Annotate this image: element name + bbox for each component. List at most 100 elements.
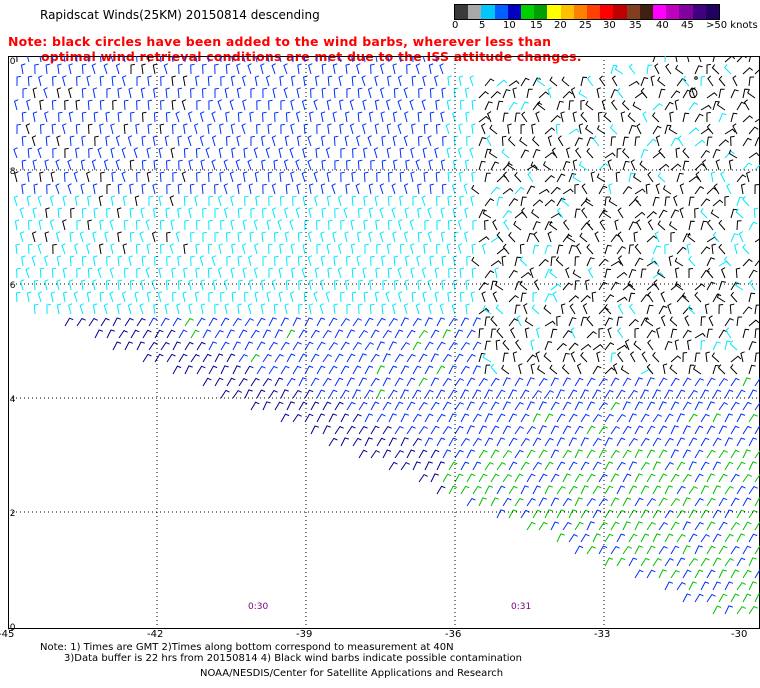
wind-barb <box>503 219 510 231</box>
wind-barb <box>724 389 734 399</box>
wind-barb <box>628 124 637 135</box>
wind-barb <box>242 219 248 231</box>
wind-barb <box>513 220 522 231</box>
wind-barb <box>129 207 135 219</box>
wind-barb <box>303 123 309 135</box>
wind-barb <box>496 389 506 399</box>
wind-barb <box>356 63 361 75</box>
wind-barb <box>271 279 277 291</box>
wind-barb <box>334 329 344 339</box>
wind-barb <box>117 279 123 291</box>
wind-barb <box>688 255 696 267</box>
wind-barb <box>374 195 379 207</box>
wind-barb <box>430 449 440 459</box>
wind-barb <box>106 87 111 99</box>
wind-barb <box>446 147 451 159</box>
wind-barb <box>460 461 470 471</box>
wind-barb <box>538 377 548 387</box>
wind-barb <box>129 231 135 243</box>
wind-barb <box>658 497 668 507</box>
wind-barb <box>688 364 695 375</box>
wind-barb <box>502 210 513 219</box>
wind-barb <box>682 401 692 411</box>
wind-barb <box>748 279 756 291</box>
wind-barb <box>285 279 291 291</box>
wind-barb <box>711 243 717 255</box>
wind-barb <box>410 243 415 255</box>
wind-barb <box>736 220 742 231</box>
wind-barb <box>244 365 254 375</box>
wind-barb <box>732 123 738 135</box>
wind-barb <box>430 329 440 339</box>
wind-barb <box>151 279 156 291</box>
wind-barb <box>386 99 391 111</box>
wind-barb <box>674 267 680 279</box>
wind-barb <box>403 231 409 243</box>
wind-barb <box>532 292 538 303</box>
wind-barb <box>735 267 741 279</box>
wind-barb <box>211 255 216 267</box>
wind-barb <box>471 123 476 135</box>
wind-barb <box>562 401 572 411</box>
wind-barb <box>87 123 93 135</box>
wind-barb <box>724 533 734 543</box>
wind-barb <box>34 63 39 75</box>
wind-barb <box>482 209 492 219</box>
wind-barb <box>386 243 392 255</box>
wind-barb <box>435 99 440 111</box>
wind-barb <box>610 136 616 147</box>
wind-barb <box>717 364 726 375</box>
wind-barb <box>580 76 588 87</box>
wind-barb <box>339 123 344 135</box>
wind-barb <box>99 99 105 111</box>
wind-barb <box>122 243 128 255</box>
wind-barb <box>624 339 630 351</box>
wind-barb <box>388 365 398 375</box>
wind-barb <box>754 118 760 123</box>
wind-barb <box>531 136 540 147</box>
wind-barb <box>726 183 732 195</box>
wind-barb <box>502 497 512 507</box>
wind-barb <box>724 340 731 351</box>
wind-barb <box>46 183 51 195</box>
wind-barb <box>160 99 165 111</box>
wind-barb <box>148 195 153 207</box>
wind-barb <box>175 231 181 243</box>
wind-barb <box>724 150 735 159</box>
wind-barb <box>187 135 193 147</box>
wind-barb <box>628 269 637 279</box>
wind-barb <box>740 183 746 195</box>
wind-barb <box>452 255 458 267</box>
wind-barb <box>230 195 235 207</box>
wind-barb <box>296 135 302 147</box>
wind-barb <box>472 461 482 471</box>
wind-barb <box>550 473 560 483</box>
wind-barb <box>320 255 326 267</box>
wind-barb <box>538 91 550 99</box>
wind-barb <box>364 317 374 327</box>
wind-barb <box>279 195 285 207</box>
wind-barb <box>124 341 134 351</box>
wind-barb <box>582 303 588 315</box>
wind-barb <box>586 473 596 483</box>
legend-label: 25 <box>579 20 592 31</box>
wind-barb <box>381 303 386 315</box>
wind-barb <box>742 88 749 99</box>
wind-barb <box>121 75 127 87</box>
wind-barb <box>723 256 732 267</box>
wind-barb <box>349 99 355 111</box>
wind-barb <box>218 147 224 159</box>
wind-barb <box>374 75 379 87</box>
wind-barb <box>594 231 600 243</box>
wind-barb <box>526 354 537 363</box>
wind-barb <box>478 497 487 507</box>
legend-swatch <box>560 5 574 19</box>
wind-barb <box>231 56 234 63</box>
wind-barb <box>700 198 711 207</box>
wind-barb <box>310 353 320 363</box>
wind-barb <box>718 569 727 579</box>
wind-barb <box>604 268 612 279</box>
wind-barb <box>386 123 392 135</box>
wind-barb <box>51 267 57 279</box>
wind-barb <box>16 56 18 63</box>
